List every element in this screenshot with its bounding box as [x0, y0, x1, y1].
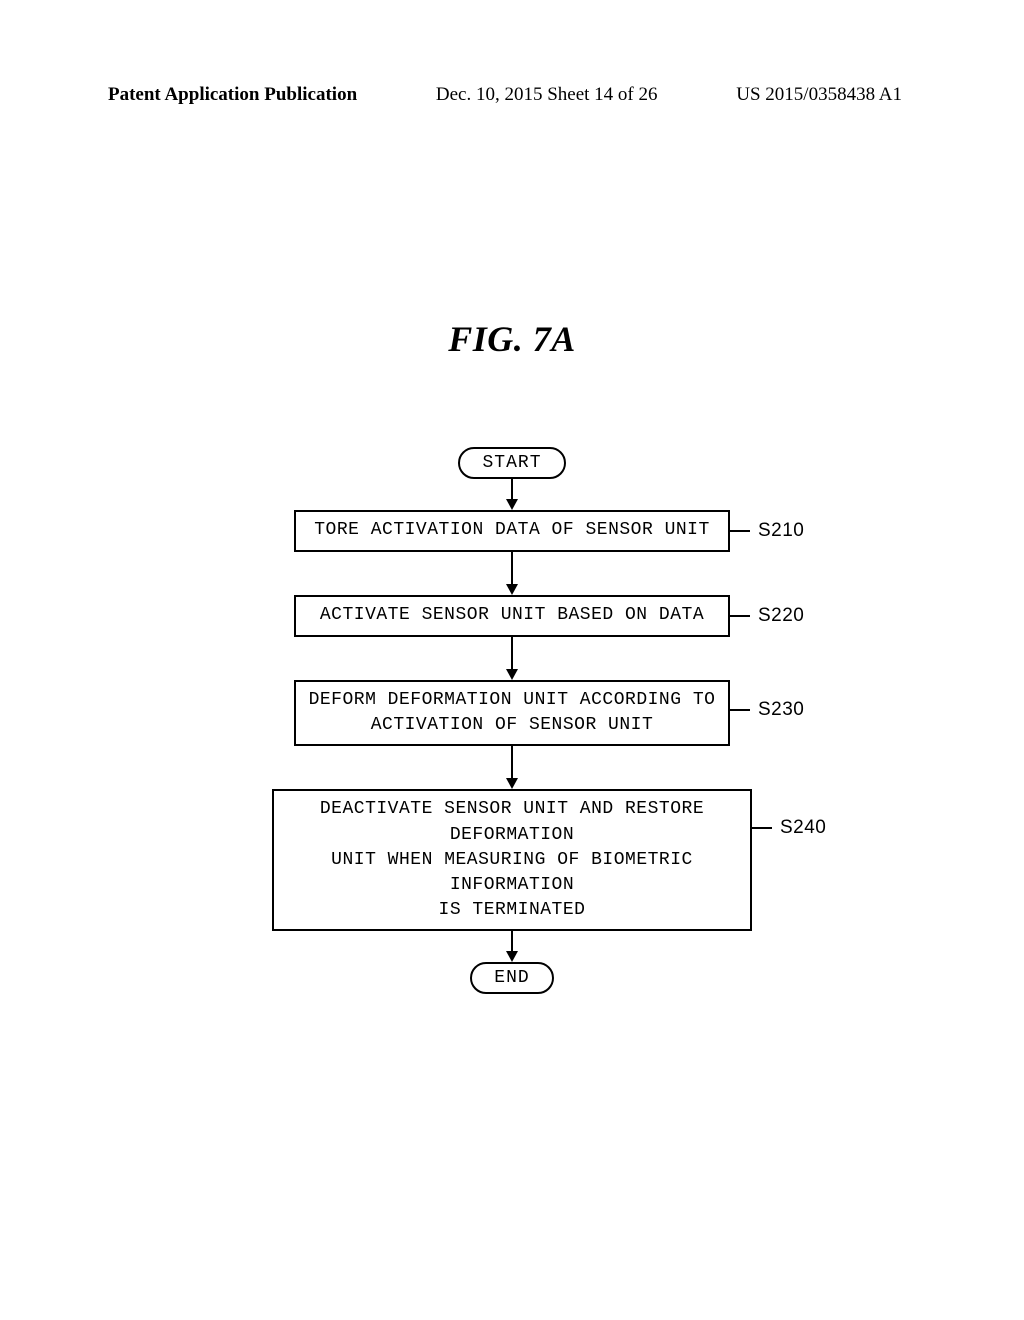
process-step: TORE ACTIVATION DATA OF SENSOR UNITS210 [294, 510, 730, 552]
page-header: Patent Application Publication Dec. 10, … [0, 84, 1024, 106]
label-connector [730, 530, 750, 532]
process-step: ACTIVATE SENSOR UNIT BASED ON DATAS220 [294, 595, 730, 637]
start-terminal: START [458, 447, 565, 479]
step-label: S240 [780, 817, 826, 839]
header-publication: Patent Application Publication [108, 84, 357, 106]
process-step: DEFORM DEFORMATION UNIT ACCORDING TOACTI… [294, 680, 730, 746]
step-label: S220 [758, 605, 804, 627]
arrow-head-icon [506, 584, 518, 595]
process-box: DEACTIVATE SENSOR UNIT AND RESTORE DEFOR… [272, 789, 752, 931]
label-connector [730, 709, 750, 711]
flow-arrow [506, 479, 518, 510]
flow-arrow [506, 931, 518, 962]
process-step: DEACTIVATE SENSOR UNIT AND RESTORE DEFOR… [272, 789, 752, 931]
label-connector [730, 615, 750, 617]
flow-arrow [506, 746, 518, 789]
header-patent-number: US 2015/0358438 A1 [736, 84, 902, 106]
label-connector [752, 827, 772, 829]
flow-arrow [506, 637, 518, 680]
process-box: TORE ACTIVATION DATA OF SENSOR UNIT [294, 510, 730, 552]
end-terminal: END [470, 962, 553, 994]
process-box: ACTIVATE SENSOR UNIT BASED ON DATA [294, 595, 730, 637]
arrow-head-icon [506, 669, 518, 680]
arrow-head-icon [506, 778, 518, 789]
figure-title: FIG. 7A [448, 318, 576, 360]
arrow-head-icon [506, 499, 518, 510]
flow-arrow [506, 552, 518, 595]
step-label: S230 [758, 699, 804, 721]
process-box: DEFORM DEFORMATION UNIT ACCORDING TOACTI… [294, 680, 730, 746]
arrow-head-icon [506, 951, 518, 962]
step-label: S210 [758, 520, 804, 542]
flowchart-container: START TORE ACTIVATION DATA OF SENSOR UNIT… [0, 447, 1024, 994]
header-date-sheet: Dec. 10, 2015 Sheet 14 of 26 [436, 84, 658, 106]
